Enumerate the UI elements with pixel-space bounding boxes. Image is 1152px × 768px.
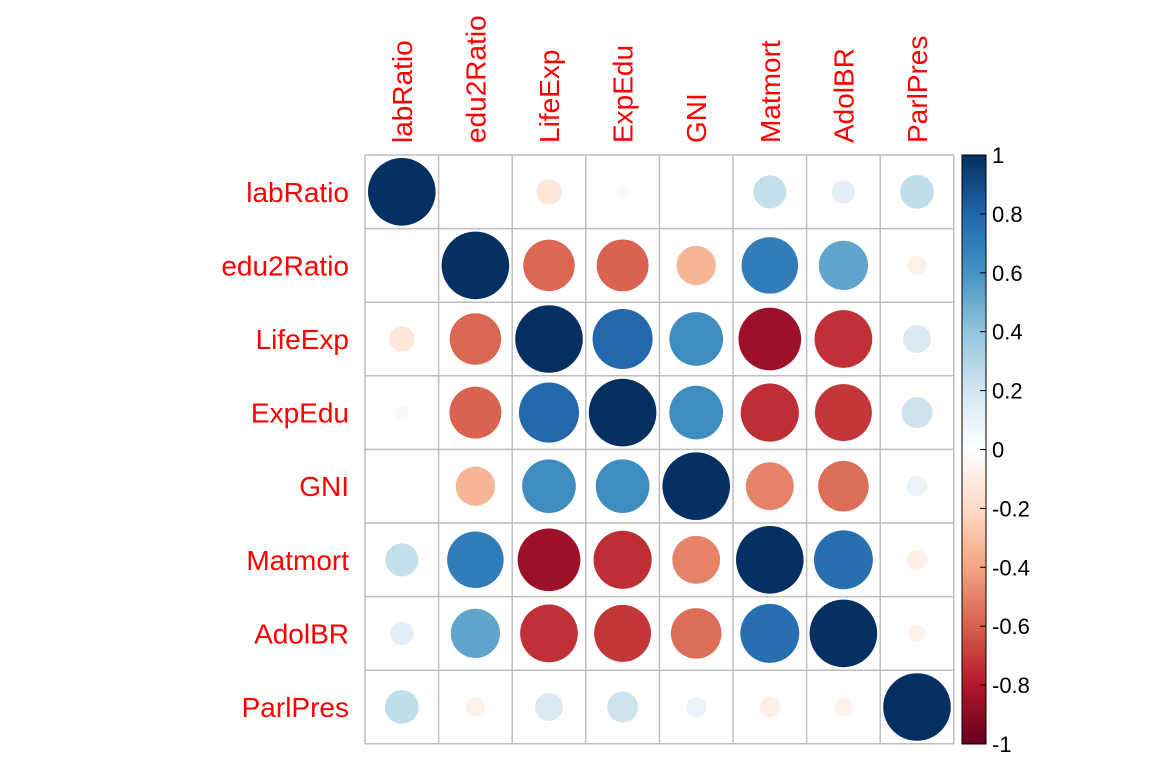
correlation-circle-Matmort-edu2Ratio	[447, 531, 504, 589]
column-label-edu2Ratio: edu2Ratio	[460, 15, 491, 143]
grid-lines	[364, 154, 955, 745]
color-legend-tick-label: 0.2	[992, 379, 1023, 404]
correlation-circle-LifeExp-labRatio	[389, 326, 415, 352]
correlation-circle-ParlPres-GNI	[686, 696, 707, 718]
correlation-circle-ParlPres-AdolBR	[834, 698, 853, 716]
correlation-circle-Matmort-LifeExp	[517, 528, 581, 592]
color-legend-tick-label: -0.8	[992, 673, 1030, 698]
correlation-circle-AdolBR-Matmort	[740, 603, 800, 663]
correlation-circle-ExpEdu-GNI	[669, 385, 724, 440]
correlation-circle-ParlPres-edu2Ratio	[465, 697, 485, 717]
correlation-circle-AdolBR-ParlPres	[908, 624, 926, 643]
correlation-circle-ExpEdu-AdolBR	[814, 384, 872, 442]
column-label-ExpEdu: ExpEdu	[608, 45, 639, 143]
correlation-circle-AdolBR-ExpEdu	[594, 604, 652, 662]
correlation-circle-labRatio-ExpEdu	[615, 185, 630, 199]
correlation-circle-labRatio-edu2Ratio	[472, 188, 479, 196]
color-legend: 1 0.8 0.6 0.4 0.2 0 -0.2 -0.4 -0.6 -0.8 -1	[961, 143, 1030, 757]
correlation-circle-edu2Ratio-edu2Ratio	[441, 231, 510, 300]
color-legend-tick-label: 1	[992, 143, 1004, 168]
correlation-circle-edu2Ratio-LifeExp	[523, 239, 575, 292]
color-legend-tick-label: 0.4	[992, 320, 1023, 345]
correlation-circle-ExpEdu-edu2Ratio	[449, 386, 502, 439]
column-label-labRatio: labRatio	[387, 40, 418, 143]
correlation-circle-Matmort-AdolBR	[813, 530, 873, 590]
correlation-circle-labRatio-labRatio	[368, 158, 436, 226]
correlation-circle-ExpEdu-Matmort	[740, 383, 799, 442]
correlation-circle-GNI-ParlPres	[906, 476, 928, 497]
correlation-circle-edu2Ratio-ParlPres	[907, 255, 927, 275]
correlation-circle-ParlPres-LifeExp	[535, 693, 563, 721]
color-legend-tick-label: 0.6	[992, 261, 1023, 286]
correlation-circle-labRatio-Matmort	[753, 175, 787, 209]
column-label-GNI: GNI	[681, 93, 712, 143]
correlation-circle-LifeExp-GNI	[669, 312, 724, 366]
correlation-circle-LifeExp-Matmort	[738, 307, 802, 371]
correlation-circle-GNI-AdolBR	[818, 460, 869, 512]
correlation-circle-labRatio-AdolBR	[831, 180, 856, 204]
row-label-edu2Ratio: edu2Ratio	[221, 250, 349, 281]
row-label-ParlPres: ParlPres	[242, 692, 349, 723]
row-labels: labRatio edu2Ratio LifeExp ExpEdu GNI Matmort…	[221, 177, 349, 723]
correlation-circle-Matmort-GNI	[672, 535, 721, 584]
row-label-AdolBR: AdolBR	[254, 618, 349, 649]
correlation-circle-labRatio-LifeExp	[536, 179, 562, 205]
correlation-circle-AdolBR-GNI	[670, 608, 722, 659]
correlation-circle-labRatio-ParlPres	[900, 174, 934, 209]
column-label-LifeExp: LifeExp	[534, 50, 565, 143]
correlation-circle-AdolBR-LifeExp	[520, 604, 578, 663]
correlation-circle-LifeExp-ParlPres	[903, 325, 931, 353]
correlation-circle-edu2Ratio-AdolBR	[818, 240, 869, 291]
correlation-circles	[368, 158, 951, 741]
correlation-circle-Matmort-labRatio	[385, 543, 419, 577]
correlation-circle-edu2Ratio-ExpEdu	[596, 239, 649, 292]
correlation-circle-ParlPres-labRatio	[384, 690, 419, 724]
correlation-circle-edu2Ratio-Matmort	[741, 237, 799, 294]
correlation-circle-ExpEdu-ParlPres	[901, 397, 933, 429]
correlation-circle-ParlPres-ExpEdu	[607, 691, 639, 723]
color-legend-ticks: 1 0.8 0.6 0.4 0.2 0 -0.2 -0.4 -0.6 -0.8 -1	[980, 143, 1030, 757]
row-label-labRatio: labRatio	[246, 177, 349, 208]
correlation-circle-LifeExp-LifeExp	[515, 305, 583, 373]
row-label-GNI: GNI	[299, 471, 349, 502]
column-label-Matmort: Matmort	[755, 40, 786, 143]
correlation-circle-ExpEdu-labRatio	[395, 405, 409, 420]
correlation-circle-GNI-edu2Ratio	[455, 466, 496, 506]
color-legend-tick-label: -0.2	[992, 496, 1030, 521]
correlation-circle-labRatio-GNI	[692, 188, 700, 196]
correlation-circle-GNI-LifeExp	[522, 459, 576, 514]
correlation-circle-AdolBR-AdolBR	[809, 599, 878, 668]
correlation-circle-ExpEdu-LifeExp	[518, 382, 580, 443]
column-label-AdolBR: AdolBR	[828, 48, 859, 143]
correlation-circle-ParlPres-ParlPres	[883, 673, 951, 741]
correlation-circle-Matmort-ParlPres	[906, 549, 928, 570]
color-legend-tick-label: -0.6	[992, 614, 1030, 639]
correlation-circle-ParlPres-Matmort	[759, 696, 780, 718]
correlation-circle-GNI-Matmort	[745, 462, 794, 511]
column-label-ParlPres: ParlPres	[902, 36, 933, 143]
correlation-circle-AdolBR-edu2Ratio	[450, 608, 501, 659]
correlation-circle-LifeExp-edu2Ratio	[449, 313, 502, 365]
row-label-Matmort: Matmort	[246, 545, 349, 576]
color-legend-tick-label: -0.4	[992, 555, 1030, 580]
color-legend-tick-label: 0.8	[992, 202, 1023, 227]
correlation-circle-LifeExp-ExpEdu	[592, 308, 653, 370]
correlation-circle-AdolBR-labRatio	[390, 621, 414, 646]
correlation-circle-edu2Ratio-labRatio	[398, 262, 406, 269]
column-labels: labRatio edu2Ratio LifeExp ExpEdu GNI Matmort…	[387, 15, 933, 143]
correlation-circle-GNI-GNI	[662, 452, 730, 520]
row-label-ExpEdu: ExpEdu	[251, 398, 349, 429]
correlation-circle-ExpEdu-ExpEdu	[588, 378, 657, 447]
correlation-circle-GNI-labRatio	[398, 482, 406, 490]
color-legend-tick-label: -1	[992, 732, 1012, 757]
color-legend-tick-label: 0	[992, 438, 1004, 463]
correlation-circle-GNI-ExpEdu	[595, 459, 650, 514]
correlation-circle-LifeExp-AdolBR	[814, 310, 873, 368]
row-label-LifeExp: LifeExp	[256, 324, 349, 355]
correlation-circle-Matmort-Matmort	[736, 526, 804, 594]
correlation-circle-Matmort-ExpEdu	[593, 530, 652, 589]
correlation-circle-edu2Ratio-GNI	[676, 245, 716, 286]
